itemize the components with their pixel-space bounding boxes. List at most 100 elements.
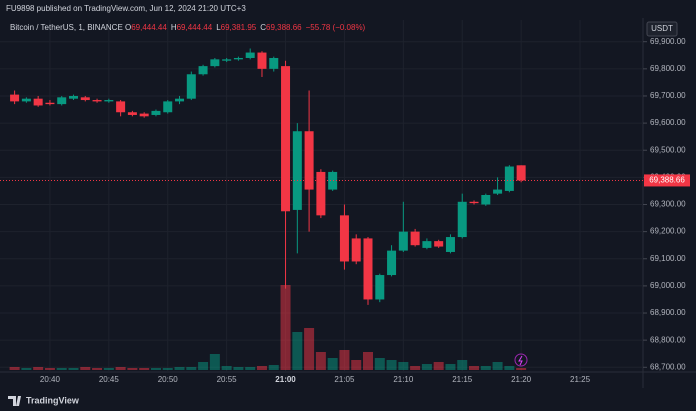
volume-bar xyxy=(9,367,20,370)
volume-bar xyxy=(103,368,114,370)
candle-body xyxy=(504,166,514,191)
volume-bar xyxy=(280,285,291,370)
y-tick-label: 68,700.00 xyxy=(650,362,686,371)
candle-body xyxy=(10,94,20,102)
currency-box[interactable] xyxy=(646,21,678,37)
y-tick-label: 69,000.00 xyxy=(650,281,686,290)
legend-key: L xyxy=(216,23,221,32)
candle-body xyxy=(175,98,185,102)
candle-body xyxy=(186,74,196,99)
candle-body xyxy=(57,97,67,105)
x-tick-label: 20:45 xyxy=(99,375,120,384)
candle-body xyxy=(351,238,361,262)
volume-bar xyxy=(44,368,55,370)
candle-body xyxy=(339,215,349,262)
candle-body xyxy=(387,250,397,276)
volume-bar xyxy=(115,367,126,370)
volume-bar xyxy=(174,367,185,370)
legend-key: H xyxy=(171,23,177,32)
x-tick-label: 21:00 xyxy=(275,375,296,384)
candle-body xyxy=(116,101,126,113)
volume-bar xyxy=(421,364,432,370)
candle-body xyxy=(33,98,43,106)
volume-bar xyxy=(433,362,444,370)
volume-bar xyxy=(139,368,150,370)
candle-body xyxy=(304,131,314,190)
brand: TradingView xyxy=(26,395,80,405)
volume-bar xyxy=(33,367,44,370)
y-tick-label: 69,100.00 xyxy=(650,254,686,263)
volume-bar xyxy=(221,366,232,370)
legend-value: 69,444.44 xyxy=(131,23,167,32)
plot xyxy=(0,20,643,372)
candle-body xyxy=(281,66,291,212)
y-tick-label: 69,600.00 xyxy=(650,118,686,127)
volume-bar xyxy=(68,368,79,370)
legend-key: O xyxy=(125,23,131,32)
candle-body xyxy=(69,95,78,99)
volume-bar xyxy=(233,367,244,370)
legend-key: C xyxy=(260,23,266,32)
y-tick-label: 68,900.00 xyxy=(650,308,686,317)
y-tick-label: 69,700.00 xyxy=(650,91,686,100)
volume-bar xyxy=(374,358,385,370)
candle-body xyxy=(328,171,338,190)
volume-bar xyxy=(363,352,373,370)
y-tick-label: 68,800.00 xyxy=(650,335,686,344)
candle-body xyxy=(316,171,326,216)
volume-bar xyxy=(56,368,67,370)
x-tick-label: 20:55 xyxy=(217,375,238,384)
volume-bar xyxy=(268,365,279,370)
candle-body xyxy=(516,165,526,181)
volume-bar xyxy=(480,366,491,370)
volume-bar xyxy=(516,368,527,370)
last-price-box xyxy=(644,174,690,187)
volume-bar xyxy=(315,352,326,370)
volume-bar xyxy=(492,362,503,370)
volume-bar xyxy=(186,367,197,370)
y-tick-label: 69,500.00 xyxy=(650,145,686,154)
volume-bar xyxy=(292,332,303,370)
last-price-label: 69,388.66 xyxy=(649,176,685,185)
logo xyxy=(8,396,21,406)
symbol: Bitcoin / TetherUS, 1, BINANCE xyxy=(10,23,123,32)
x-tick-label: 20:40 xyxy=(40,375,61,384)
candle-body xyxy=(434,241,444,247)
volume-bar xyxy=(209,354,220,370)
volume-bar xyxy=(150,368,161,370)
volume-bar xyxy=(162,368,173,370)
legend-value: 69,444.44 xyxy=(177,23,213,32)
x-tick-label: 21:25 xyxy=(570,375,591,384)
event-icon[interactable] xyxy=(514,353,528,367)
candle-body xyxy=(92,100,102,102)
volume-bar xyxy=(21,368,32,370)
candle-body xyxy=(469,201,479,204)
currency[interactable]: USDT xyxy=(651,24,673,33)
legend-value: 69,381.95 xyxy=(221,23,257,32)
candle-body xyxy=(422,241,432,248)
volume-bar xyxy=(339,350,350,370)
candle-body xyxy=(104,100,114,102)
candle-body xyxy=(410,231,420,246)
volume-bar xyxy=(198,362,209,370)
candle-body xyxy=(139,113,149,117)
legend-value: 69,388.66 xyxy=(266,23,302,32)
x-tick-label: 21:10 xyxy=(393,375,414,384)
candle-body xyxy=(127,112,137,115)
volume-bar xyxy=(410,366,421,370)
y-tick-label: 69,200.00 xyxy=(650,227,686,236)
volume-bar xyxy=(351,360,362,370)
volume-bar xyxy=(245,367,256,370)
volume-bar xyxy=(327,358,338,370)
legend: Bitcoin / TetherUS, 1, BINANCE O 69,444.4… xyxy=(10,23,366,32)
volume-bar xyxy=(457,360,468,370)
candle-body xyxy=(21,98,31,102)
candle-body xyxy=(233,57,243,60)
x-tick-label: 21:20 xyxy=(511,375,532,384)
legend-change: −55.78 (−0.08%) xyxy=(306,23,366,32)
y-tick-label: 69,800.00 xyxy=(650,64,686,73)
candle-body xyxy=(198,66,208,75)
candle-body xyxy=(493,189,503,194)
